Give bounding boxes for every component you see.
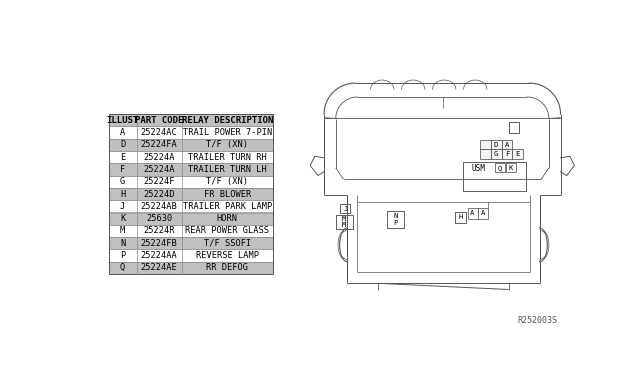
- Text: E: E: [120, 153, 125, 161]
- Text: RR DEFOG: RR DEFOG: [206, 263, 248, 272]
- Text: 25224AA: 25224AA: [141, 251, 177, 260]
- Text: M: M: [120, 227, 125, 235]
- Text: P: P: [120, 251, 125, 260]
- Text: HORN: HORN: [217, 214, 237, 223]
- Text: 25224AC: 25224AC: [141, 128, 177, 137]
- Bar: [109, 237, 273, 250]
- Text: Q: Q: [120, 263, 125, 272]
- Bar: [509, 122, 520, 133]
- Text: 25224A: 25224A: [143, 153, 175, 161]
- Text: M: M: [342, 222, 346, 228]
- Text: TRAILER TURN LH: TRAILER TURN LH: [188, 165, 267, 174]
- Text: 25630: 25630: [146, 214, 172, 223]
- Bar: [109, 225, 273, 237]
- Bar: [109, 114, 273, 274]
- Text: F: F: [120, 165, 125, 174]
- Text: TRAILER TURN RH: TRAILER TURN RH: [188, 153, 267, 161]
- Text: 25224FA: 25224FA: [141, 140, 177, 149]
- Bar: [109, 126, 273, 139]
- Bar: [467, 208, 477, 219]
- Text: REAR POWER GLASS: REAR POWER GLASS: [185, 227, 269, 235]
- Bar: [506, 163, 516, 173]
- Text: USM: USM: [472, 164, 485, 173]
- Text: REVERSE LAMP: REVERSE LAMP: [196, 251, 259, 260]
- Text: TRAILER PARK LAMP: TRAILER PARK LAMP: [182, 202, 272, 211]
- Text: P: P: [393, 220, 397, 226]
- Bar: [491, 150, 502, 158]
- Text: Q: Q: [498, 165, 502, 171]
- Text: PART CODE: PART CODE: [135, 116, 183, 125]
- Bar: [513, 150, 524, 158]
- Bar: [109, 151, 273, 163]
- Text: T/F (XN): T/F (XN): [206, 140, 248, 149]
- Text: 25224AB: 25224AB: [141, 202, 177, 211]
- Text: F: F: [505, 151, 509, 157]
- Text: G: G: [494, 151, 499, 157]
- Text: A: A: [120, 128, 125, 137]
- Text: 25224F: 25224F: [143, 177, 175, 186]
- Bar: [109, 188, 273, 200]
- Bar: [502, 140, 513, 150]
- Bar: [455, 212, 466, 222]
- Text: D: D: [494, 142, 499, 148]
- Bar: [109, 250, 273, 262]
- Text: H: H: [120, 189, 125, 199]
- Text: E: E: [516, 151, 520, 157]
- Text: ILLUST: ILLUST: [106, 116, 139, 125]
- Bar: [109, 262, 273, 274]
- Bar: [502, 150, 513, 158]
- Text: G: G: [120, 177, 125, 186]
- Text: 25224D: 25224D: [143, 189, 175, 199]
- Text: 25224R: 25224R: [143, 227, 175, 235]
- Text: FR BLOWER: FR BLOWER: [204, 189, 251, 199]
- Bar: [109, 200, 273, 212]
- Text: A: A: [481, 210, 485, 216]
- Text: K: K: [120, 214, 125, 223]
- Text: J: J: [120, 202, 125, 211]
- Bar: [491, 140, 502, 150]
- Bar: [109, 212, 273, 225]
- Bar: [336, 215, 353, 229]
- Text: RELAY DESCRIPTION: RELAY DESCRIPTION: [182, 116, 273, 125]
- Text: T/F SSOFI: T/F SSOFI: [204, 239, 251, 248]
- Text: TRAIL POWER 7-PIN: TRAIL POWER 7-PIN: [182, 128, 272, 137]
- Bar: [340, 204, 351, 213]
- Text: A: A: [470, 210, 475, 216]
- Bar: [109, 139, 273, 151]
- Text: T/F (XN): T/F (XN): [206, 177, 248, 186]
- Bar: [109, 163, 273, 176]
- Text: M: M: [342, 216, 346, 222]
- Text: J: J: [343, 206, 348, 212]
- Text: A: A: [505, 142, 509, 148]
- Text: H: H: [458, 214, 463, 220]
- Text: 25224A: 25224A: [143, 165, 175, 174]
- Bar: [109, 176, 273, 188]
- Text: N: N: [120, 239, 125, 248]
- Bar: [480, 150, 491, 158]
- Text: R252003S: R252003S: [518, 316, 558, 325]
- Text: N: N: [393, 213, 397, 219]
- Text: D: D: [120, 140, 125, 149]
- Text: 25224AE: 25224AE: [141, 263, 177, 272]
- Bar: [463, 162, 526, 191]
- Bar: [477, 208, 488, 219]
- Bar: [387, 211, 404, 228]
- Text: K: K: [509, 165, 513, 171]
- Text: 25224FB: 25224FB: [141, 239, 177, 248]
- Bar: [480, 140, 491, 150]
- Bar: [495, 163, 505, 173]
- Bar: [109, 114, 273, 126]
